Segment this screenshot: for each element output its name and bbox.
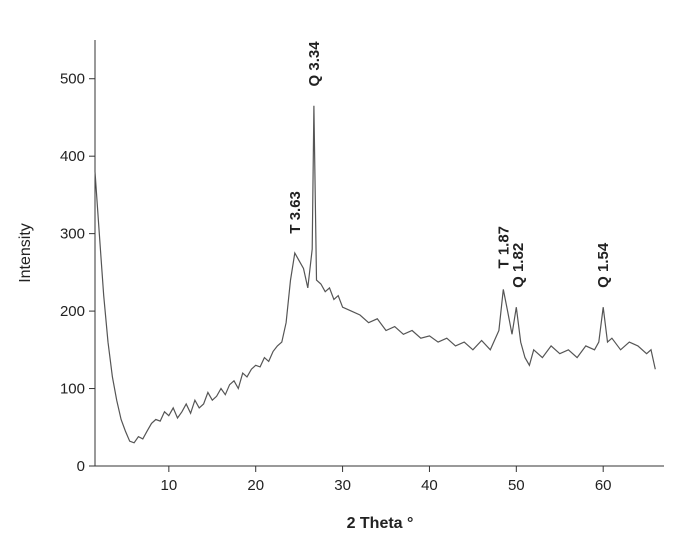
- data-line: [94, 105, 656, 444]
- x-tick-label: 20: [247, 477, 264, 494]
- y-tick-label: 300: [60, 226, 85, 243]
- y-tick-label: 0: [77, 458, 85, 475]
- peak-annotation: Q 1.54: [595, 242, 612, 288]
- y-tick-label: 400: [60, 148, 85, 165]
- x-tick-label: 30: [334, 477, 351, 494]
- y-tick-label: 500: [60, 71, 85, 88]
- x-axis-label: 2 Theta °: [347, 515, 414, 532]
- y-tick-label: 200: [60, 303, 85, 320]
- x-tick-label: 10: [160, 477, 177, 494]
- x-tick-label: 60: [595, 477, 612, 494]
- peak-annotation: Q 1.82: [510, 243, 527, 288]
- peak-annotation: T 1.87: [495, 226, 512, 269]
- peak-annotation: Q 3.34: [306, 41, 323, 87]
- x-tick-label: 40: [421, 477, 438, 494]
- y-axis-label: Intensity: [17, 223, 34, 283]
- x-tick-label: 50: [508, 477, 525, 494]
- peak-annotation: T 3.63: [287, 191, 304, 234]
- y-tick-label: 100: [60, 381, 85, 398]
